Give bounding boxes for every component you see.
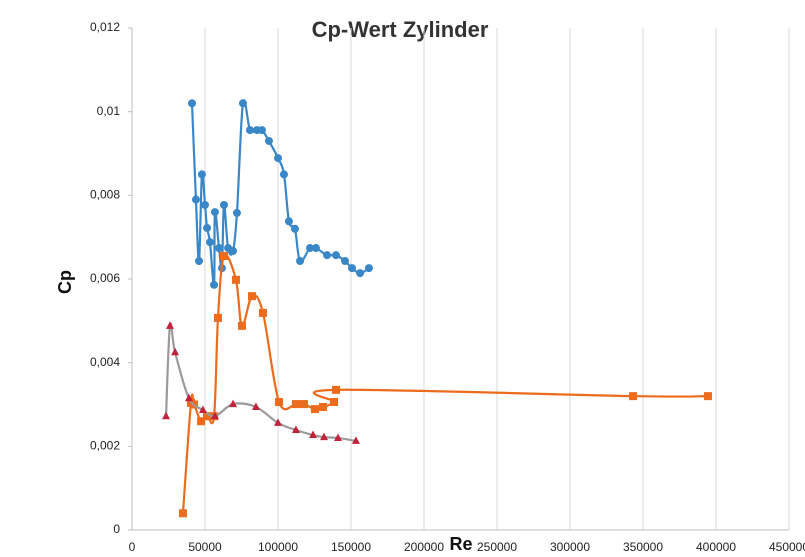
- marker: [323, 251, 332, 260]
- y-tick-label: 0: [113, 522, 120, 536]
- marker: [275, 397, 284, 406]
- marker: [629, 392, 638, 401]
- marker: [274, 154, 282, 163]
- marker: [231, 275, 240, 284]
- marker: [210, 411, 219, 420]
- marker: [201, 200, 209, 209]
- y-tick-label: 0,01: [97, 104, 121, 118]
- marker: [258, 308, 267, 317]
- x-tick-label: 150000: [331, 540, 371, 554]
- x-tick-label: 250000: [477, 540, 517, 554]
- marker: [197, 417, 206, 426]
- marker: [229, 246, 238, 255]
- marker: [251, 402, 260, 411]
- marker: [299, 400, 308, 409]
- marker: [291, 425, 300, 434]
- marker: [305, 244, 314, 253]
- marker: [311, 244, 320, 253]
- marker: [348, 264, 357, 273]
- marker: [290, 224, 299, 233]
- marker: [248, 292, 257, 301]
- marker: [184, 393, 193, 402]
- marker: [213, 313, 222, 322]
- y-tick-label: 0,004: [90, 355, 120, 369]
- marker: [257, 126, 266, 135]
- marker: [215, 244, 224, 253]
- marker: [219, 251, 228, 260]
- x-tick-label: 0: [129, 540, 136, 554]
- marker: [291, 400, 300, 409]
- marker: [171, 347, 180, 356]
- x-tick-label: 300000: [550, 540, 590, 554]
- y-tick-label: 0,006: [90, 271, 120, 285]
- marker: [238, 99, 247, 108]
- marker: [330, 397, 339, 406]
- marker: [219, 200, 228, 209]
- marker: [232, 208, 241, 217]
- marker: [245, 126, 254, 135]
- marker: [229, 399, 238, 408]
- series-line: [190, 99, 370, 286]
- marker: [334, 433, 343, 441]
- marker: [210, 280, 219, 289]
- marker: [188, 99, 197, 108]
- x-tick-label: 400000: [696, 540, 736, 554]
- series-line: [181, 253, 708, 514]
- marker: [296, 257, 305, 266]
- x-tick-label: 350000: [623, 540, 663, 554]
- marker: [237, 321, 246, 330]
- series-line: [164, 322, 357, 442]
- marker: [274, 418, 282, 426]
- y-axis-title: Cp: [55, 270, 75, 294]
- marker: [197, 170, 206, 179]
- x-tick-label: 200000: [404, 540, 444, 554]
- marker: [284, 217, 293, 226]
- marker: [318, 403, 327, 412]
- marker: [203, 223, 212, 232]
- marker: [264, 136, 273, 145]
- marker: [203, 412, 212, 421]
- marker: [195, 257, 204, 266]
- marker: [351, 436, 360, 444]
- marker: [162, 411, 171, 420]
- marker: [331, 385, 340, 394]
- x-tick-label: 50000: [188, 540, 222, 554]
- marker: [279, 170, 288, 179]
- marker: [341, 257, 350, 266]
- marker: [198, 405, 207, 413]
- marker: [191, 195, 200, 204]
- y-tick-label: 0,012: [90, 20, 120, 34]
- marker: [703, 392, 712, 401]
- marker: [364, 264, 373, 273]
- marker: [205, 238, 214, 247]
- marker: [309, 430, 318, 439]
- marker: [165, 321, 174, 329]
- y-tick-label: 0,008: [90, 188, 120, 202]
- marker: [210, 208, 219, 217]
- marker: [331, 251, 340, 260]
- x-tick-label: 100000: [258, 540, 298, 554]
- marker: [319, 432, 328, 441]
- marker: [178, 509, 187, 518]
- x-axis-title: Re: [449, 534, 472, 554]
- marker: [310, 405, 319, 414]
- chart-title: Cp-Wert Zylinder: [312, 17, 489, 42]
- y-tick-label: 0,002: [90, 439, 120, 453]
- marker: [356, 269, 365, 278]
